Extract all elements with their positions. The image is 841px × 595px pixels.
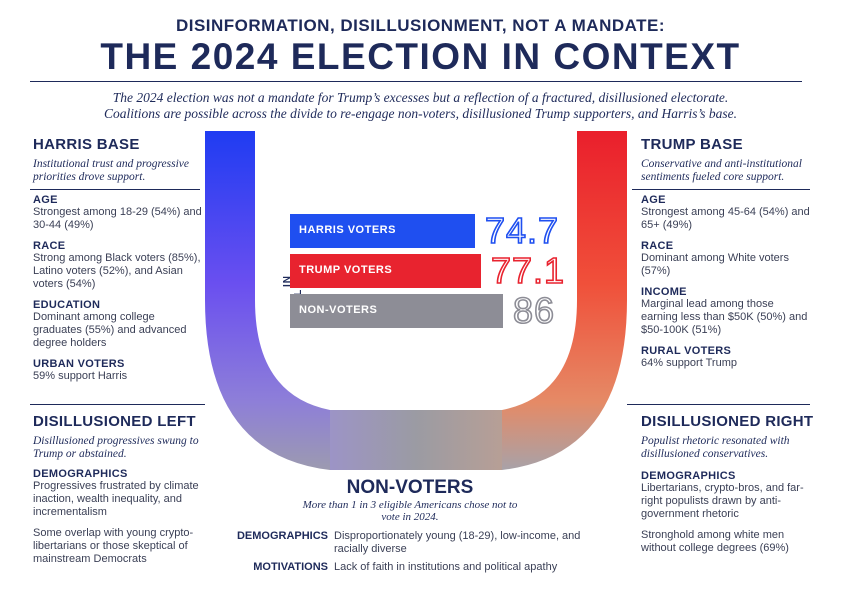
harris-base-subheading: Institutional trust and progressive prio…	[33, 158, 189, 183]
trump-base-details: AGE Strongest among 45-64 (54%) and 65+ …	[641, 194, 811, 370]
trump-base-subheading: Conservative and anti-institutional sent…	[641, 158, 802, 183]
disillusioned-right-subheading: Populist rhetoric resonated with disillu…	[641, 435, 790, 460]
trump-rural-text: 64% support Trump	[641, 357, 737, 369]
harris-age-block: AGE Strongest among 18-29 (54%) and 30-4…	[33, 194, 203, 232]
right-demographics-block: DEMOGRAPHICS Libertarians, crypto-bros, …	[641, 470, 816, 521]
harris-urban-text: 59% support Harris	[33, 370, 128, 382]
non-voters-subheading: More than 1 in 3 eligible Americans chos…	[302, 499, 518, 523]
subtitle-line-2: Coalitions are possible across the divid…	[103, 106, 738, 121]
trump-base-divider	[632, 189, 810, 190]
harris-base-heading: HARRIS BASE	[33, 136, 140, 153]
trump-age-block: AGE Strongest among 45-64 (54%) and 65+ …	[641, 194, 811, 232]
trump-race-heading: RACE	[641, 240, 674, 252]
left-mid-divider	[30, 404, 205, 405]
trump-base-heading: TRUMP BASE	[641, 136, 743, 153]
non-voters-demographics-label: DEMOGRAPHICS	[236, 530, 328, 542]
disillusioned-left-subheading: Disillusioned progressives swung to Trum…	[33, 435, 199, 460]
harris-education-text: Dominant among college graduates (55%) a…	[33, 311, 187, 349]
trump-income-heading: INCOME	[641, 286, 687, 298]
non-voters-heading: NON-VOTERS	[346, 477, 474, 498]
harris-race-text: Strong among Black voters (85%), Latino …	[33, 252, 201, 290]
value-label-non-voters: 86	[512, 290, 556, 332]
trump-age-heading: AGE	[641, 194, 666, 206]
bar-label-harris: HARRIS VOTERS	[299, 224, 396, 236]
trump-rural-heading: RURAL VOTERS	[641, 345, 732, 357]
bar-harris: HARRIS VOTERS	[290, 214, 475, 248]
right-stronghold-text: Stronghold among white men without colle…	[641, 529, 789, 554]
disillusioned-right-details: DEMOGRAPHICS Libertarians, crypto-bros, …	[641, 470, 816, 555]
disillusioned-right-heading: DISILLUSIONED RIGHT	[641, 413, 814, 430]
disillusioned-left-heading: DISILLUSIONED LEFT	[33, 413, 196, 430]
non-voters-motivations-label: MOTIVATIONS	[253, 561, 328, 573]
harris-race-block: RACE Strong among Black voters (85%), La…	[33, 240, 203, 291]
trump-race-block: RACE Dominant among White voters (57%)	[641, 240, 811, 278]
u-left-arm	[205, 131, 330, 470]
value-label-trump: 77.1	[490, 250, 566, 292]
page-title: THE 2024 ELECTION IN CONTEXT	[100, 36, 741, 77]
harris-age-text: Strongest among 18-29 (54%) and 30-44 (4…	[33, 206, 202, 231]
left-demographics-text: Progressives frustrated by climate inact…	[33, 480, 199, 518]
title-divider	[30, 81, 802, 82]
harris-base-details: AGE Strongest among 18-29 (54%) and 30-4…	[33, 194, 203, 383]
harris-age-heading: AGE	[33, 194, 58, 206]
supertitle: DISINFORMATION, DISILLUSIONMENT, NOT A M…	[175, 16, 666, 35]
non-voters-motivations-text: Lack of faith in institutions and politi…	[334, 561, 558, 573]
left-overlap-text: Some overlap with young crypto-libertari…	[33, 527, 194, 565]
subtitle: The 2024 election was not a mandate for …	[40, 90, 801, 122]
trump-age-text: Strongest among 45-64 (54%) and 65+ (49%…	[641, 206, 810, 231]
left-demographics-block: DEMOGRAPHICS Progressives frustrated by …	[33, 468, 213, 519]
harris-race-heading: RACE	[33, 240, 66, 252]
subtitle-line-1: The 2024 election was not a mandate for …	[112, 90, 729, 105]
harris-education-heading: EDUCATION	[33, 299, 101, 311]
left-demographics-heading: DEMOGRAPHICS	[33, 468, 128, 480]
bar-label-trump: TRUMP VOTERS	[299, 264, 393, 276]
bar-trump: TRUMP VOTERS	[290, 254, 481, 288]
value-label-harris: 74.7	[484, 210, 560, 252]
right-demographics-heading: DEMOGRAPHICS	[641, 470, 736, 482]
u-right-arm	[502, 131, 627, 470]
bar-label-non-voters: NON-VOTERS	[299, 304, 378, 316]
bar-chart: HARRIS VOTERS 74.7 TRUMP VOTERS 77.1 NON-VOT…	[290, 210, 570, 334]
trump-race-text: Dominant among White voters (57%)	[641, 252, 789, 277]
bar-non-voters: NON-VOTERS	[290, 294, 503, 328]
right-demographics-text: Libertarians, crypto-bros, and far-right…	[641, 482, 804, 520]
trump-income-block: INCOME Marginal lead among those earning…	[641, 286, 811, 337]
harris-urban-heading: URBAN VOTERS	[33, 358, 125, 370]
trump-income-text: Marginal lead among those earning less t…	[641, 298, 808, 336]
u-bottom	[330, 410, 502, 470]
harris-education-block: EDUCATION Dominant among college graduat…	[33, 299, 203, 350]
disillusioned-left-details: DEMOGRAPHICS Progressives frustrated by …	[33, 468, 213, 566]
harris-urban-block: URBAN VOTERS 59% support Harris	[33, 358, 203, 383]
non-voters-demographics-text: Disproportionately young (18-29), low-in…	[334, 530, 581, 555]
harris-base-divider	[30, 189, 200, 190]
trump-rural-block: RURAL VOTERS 64% support Trump	[641, 345, 811, 370]
right-mid-divider	[627, 404, 810, 405]
